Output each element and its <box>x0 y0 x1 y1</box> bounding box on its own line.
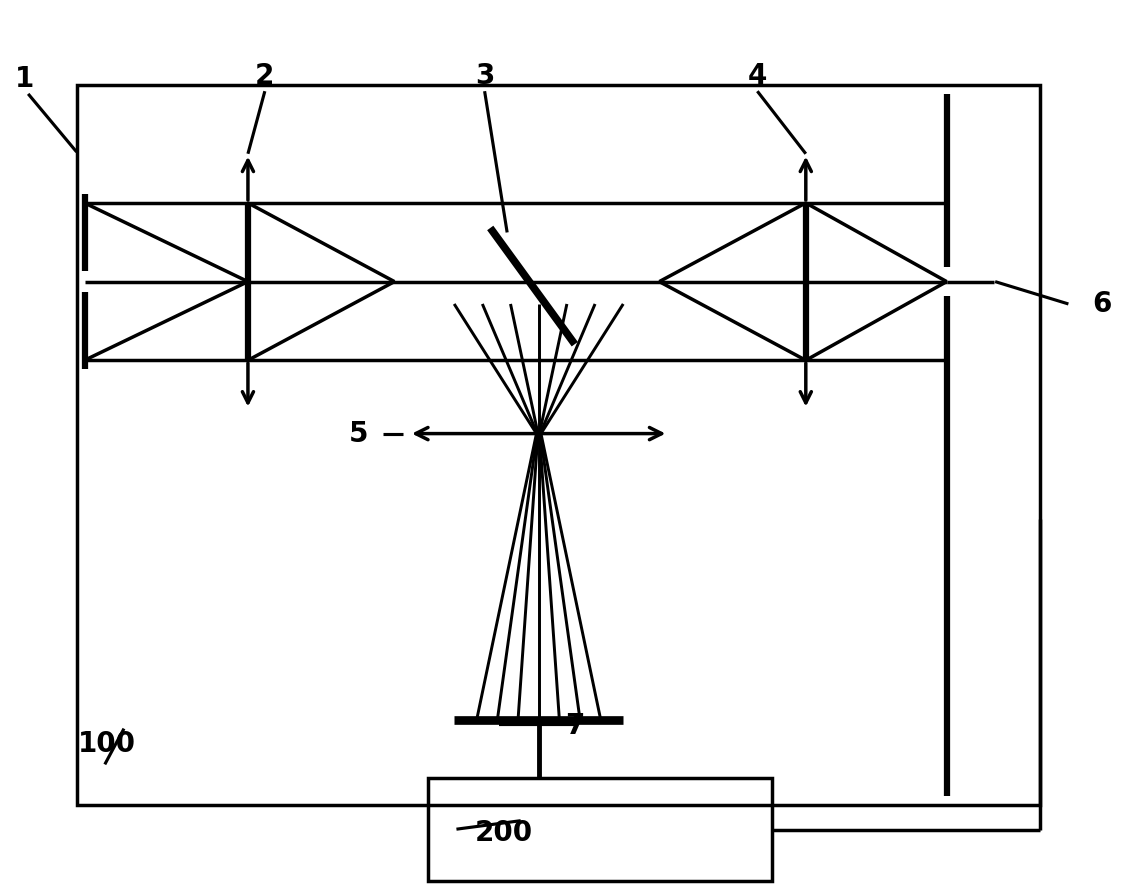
Text: 4: 4 <box>747 62 767 90</box>
Text: 200: 200 <box>474 819 533 848</box>
Text: 3: 3 <box>474 62 495 90</box>
Text: 7: 7 <box>565 712 585 740</box>
Bar <box>77 85 1040 805</box>
Text: 5: 5 <box>348 419 369 448</box>
Text: 1: 1 <box>15 64 35 93</box>
Text: 100: 100 <box>78 730 136 758</box>
Text: 2: 2 <box>255 62 275 90</box>
Bar <box>428 778 772 881</box>
Text: 6: 6 <box>1092 290 1112 318</box>
